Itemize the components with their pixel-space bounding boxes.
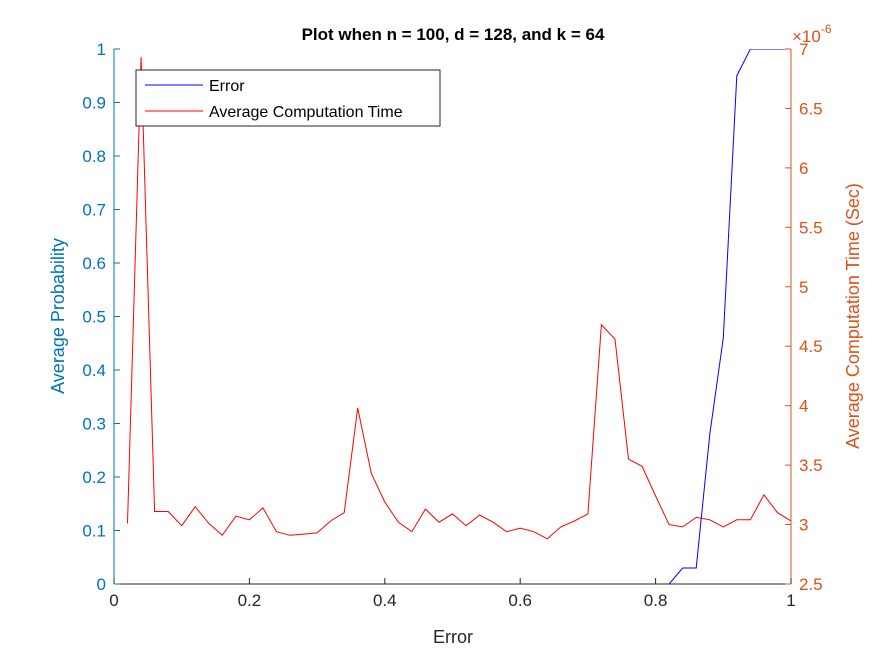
y-right-tick-label: 6 — [799, 159, 808, 178]
y-right-tick-label: 3.5 — [799, 456, 823, 475]
series-line-error — [668, 49, 791, 584]
series-line-computation-time — [127, 57, 791, 540]
right-axis-exponent-power: -6 — [821, 22, 832, 36]
y-left-tick-label: 1 — [97, 40, 106, 59]
y-right-tick-label: 4 — [799, 397, 808, 416]
y-left-tick-label: 0.5 — [82, 308, 106, 327]
y-axis-right-label: Average Computation Time (Sec) — [843, 183, 863, 449]
y-left-tick-label: 0 — [97, 575, 106, 594]
x-axis-label: Error — [433, 627, 473, 647]
y-right-tick-label: 7 — [799, 40, 808, 59]
x-tick-label: 0 — [109, 591, 118, 610]
axes-layer: 0 0.2 0.4 0.6 0.8 1 0 0.1 0.2 0.3 0.4 0.5 0.6 0.7 0.8 0… — [82, 40, 822, 610]
y-axis-left-label: Average Probability — [48, 238, 68, 394]
x-tick-label: 0.2 — [238, 591, 262, 610]
y-right-tick-label: 5 — [799, 278, 808, 297]
x-tick-label: 0.8 — [644, 591, 668, 610]
x-tick-label: 0.4 — [373, 591, 397, 610]
series-layer — [127, 49, 791, 584]
legend-box — [135, 69, 441, 127]
right-axis-exponent: ×10-6 — [792, 22, 832, 46]
y-right-tick-label: 5.5 — [799, 218, 823, 237]
legend-label-error: Error — [209, 78, 245, 95]
legend-label-time: Average Computation Time — [209, 104, 403, 121]
y-left-tick-label: 0.6 — [82, 254, 106, 273]
y-left-tick-label: 0.9 — [82, 94, 106, 113]
y-left-tick-label: 0.8 — [82, 147, 106, 166]
y-right-tick-label: 4.5 — [799, 337, 823, 356]
x-tick-label: 0.6 — [508, 591, 532, 610]
y-left-tick-label: 0.1 — [82, 522, 106, 541]
y-left-tick-label: 0.4 — [82, 361, 106, 380]
x-tick-label: 1 — [786, 591, 795, 610]
y-right-tick-label: 2.5 — [799, 575, 823, 594]
right-axis-exponent-base: ×10 — [792, 27, 821, 46]
y-left-tick-label: 0.7 — [82, 201, 106, 220]
y-left-tick-label: 0.3 — [82, 415, 106, 434]
chart-title: Plot when n = 100, d = 128, and k = 64 — [302, 25, 605, 44]
y-right-tick-label: 3 — [799, 516, 808, 535]
legend[interactable]: Error Average Computation Time — [135, 69, 441, 127]
y-right-tick-label: 6.5 — [799, 99, 823, 118]
y-left-tick-label: 0.2 — [82, 468, 106, 487]
